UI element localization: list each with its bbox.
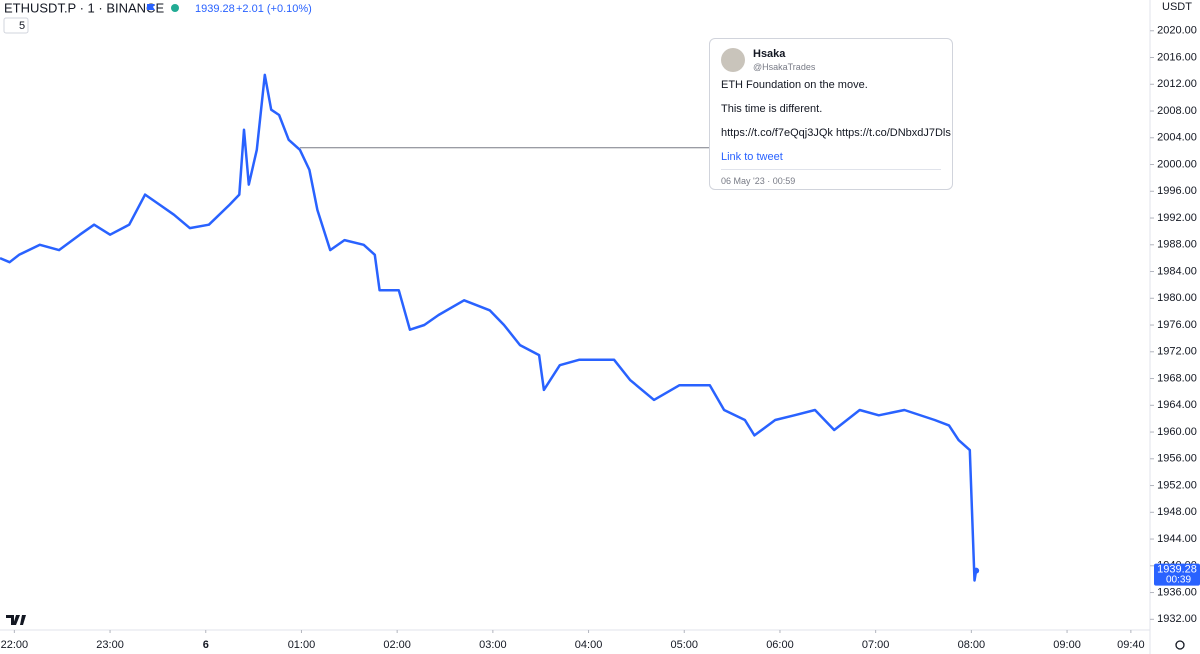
tweet-author: Hsaka <box>753 48 786 60</box>
x-tick-label: 03:00 <box>479 639 507 651</box>
tweet-line: https://t.co/f7eQqj3JQk https://t.co/DNb… <box>721 127 951 139</box>
interval-badge[interactable]: 5 <box>19 20 25 32</box>
y-tick-label: 1936.00 <box>1157 586 1197 598</box>
tweet-line: This time is different. <box>721 103 823 115</box>
price-line <box>0 73 978 582</box>
y-tick-label: 1952.00 <box>1157 479 1197 491</box>
price-change: +2.01 (+0.10%) <box>236 3 312 15</box>
x-tick-label: 09:00 <box>1053 639 1081 651</box>
y-tick-label: 1968.00 <box>1157 372 1197 384</box>
tweet-line: ETH Foundation on the move. <box>721 79 868 91</box>
y-tick-label: 2016.00 <box>1157 51 1197 63</box>
price-tag <box>1154 563 1200 586</box>
last-price: 1939.28 <box>195 3 235 15</box>
y-tick-label: 2004.00 <box>1157 132 1197 144</box>
y-tick-label: 2012.00 <box>1157 78 1197 90</box>
x-tick-label: 22:00 <box>1 639 29 651</box>
last-point <box>973 567 980 574</box>
x-tick-label: 06:00 <box>766 639 794 651</box>
status-dot <box>171 4 179 12</box>
tweet-date: 06 May '23 · 00:59 <box>721 176 796 186</box>
tweet-handle: @HsakaTrades <box>753 62 816 72</box>
y-tick-label: 2008.00 <box>1157 105 1197 117</box>
x-tick-label: 05:00 <box>670 639 698 651</box>
x-tick-label: 01:00 <box>288 639 316 651</box>
countdown: 00:39 <box>1166 574 1191 585</box>
y-tick-label: 1984.00 <box>1157 265 1197 277</box>
y-tick-label: 1976.00 <box>1157 319 1197 331</box>
y-tick-label: 1972.00 <box>1157 346 1197 358</box>
y-tick-label: 1992.00 <box>1157 212 1197 224</box>
price-tag-value: 1939.28 <box>1157 564 1197 576</box>
x-tick-label: 08:00 <box>958 639 986 651</box>
symbol: ETHUSDT.P · 1 · BINANCE <box>4 0 164 15</box>
y-tick-label: 1964.00 <box>1157 399 1197 411</box>
y-tick-label: 1960.00 <box>1157 426 1197 438</box>
separator <box>721 169 941 170</box>
y-tick-label: 1944.00 <box>1157 533 1197 545</box>
x-tick-label: 6 <box>203 639 209 651</box>
currency[interactable]: USDT <box>1162 1 1192 13</box>
x-tick-label: 07:00 <box>862 639 890 651</box>
avatar <box>721 48 745 72</box>
flag-icon <box>147 4 155 10</box>
settings-icon[interactable] <box>1175 640 1185 650</box>
logo <box>6 615 26 625</box>
y-tick-label: 1956.00 <box>1157 453 1197 465</box>
y-tick-label: 2000.00 <box>1157 158 1197 170</box>
y-tick-label: 1988.00 <box>1157 239 1197 251</box>
y-tick-label: 1980.00 <box>1157 292 1197 304</box>
y-tick-label: 1996.00 <box>1157 185 1197 197</box>
tweet-card: Hsaka @HsakaTrades ETH Foundation on the… <box>709 38 953 190</box>
interval-button[interactable] <box>3 17 29 34</box>
x-tick-label: 04:00 <box>575 639 603 651</box>
y-tick-label: 2020.00 <box>1157 25 1197 37</box>
x-tick-label: 09:40 <box>1117 639 1145 651</box>
x-tick-label: 02:00 <box>383 639 411 651</box>
y-tick-label: 1948.00 <box>1157 506 1197 518</box>
tweet-link[interactable]: Link to tweet <box>721 151 783 163</box>
y-tick-label: 1932.00 <box>1157 613 1197 625</box>
x-tick-label: 23:00 <box>96 639 124 651</box>
